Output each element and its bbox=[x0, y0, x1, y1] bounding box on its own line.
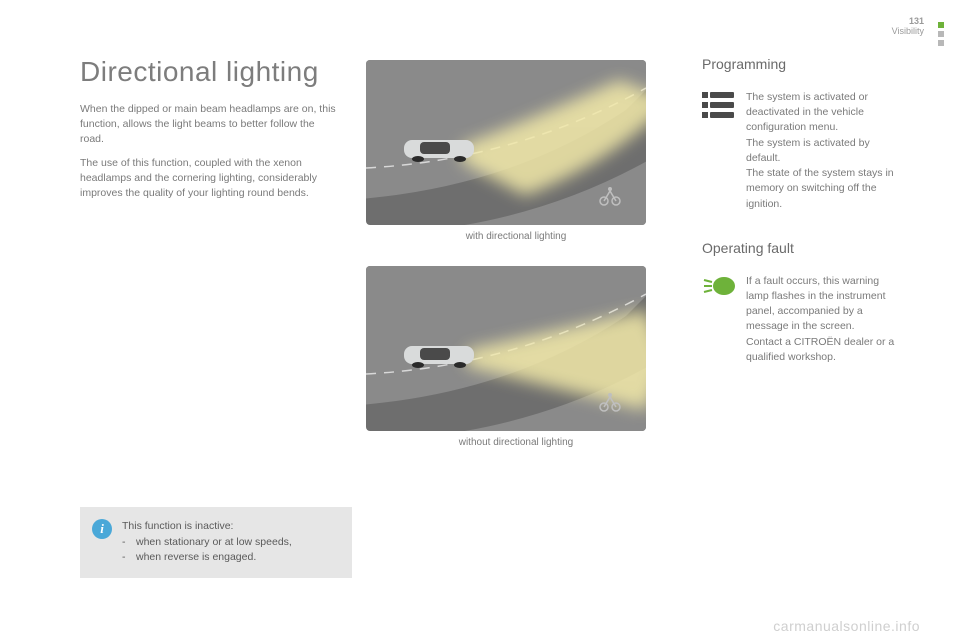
car-icon bbox=[402, 134, 476, 164]
intro-paragraph: The use of this function, coupled with t… bbox=[80, 156, 340, 202]
info-icon: i bbox=[92, 519, 112, 539]
fault-text: If a fault occurs, this warning lamp fla… bbox=[746, 274, 902, 365]
info-item: when reverse is engaged. bbox=[122, 550, 292, 566]
programming-block: The system is activated or deactivated i… bbox=[702, 90, 902, 212]
fault-block: If a fault occurs, this warning lamp fla… bbox=[702, 274, 902, 365]
motorcycle-icon bbox=[598, 389, 622, 413]
left-column: Directional lighting When the dipped or … bbox=[80, 56, 340, 472]
fault-heading: Operating fault bbox=[702, 240, 902, 256]
diagram-caption: with directional lighting bbox=[366, 231, 666, 242]
middle-column: with directional lighting bbox=[366, 56, 666, 472]
info-lead: This function is inactive: bbox=[122, 519, 292, 535]
diagram-without-directional bbox=[366, 266, 646, 431]
programming-heading: Programming bbox=[702, 56, 902, 72]
indicator-square bbox=[938, 40, 944, 46]
intro-paragraph: When the dipped or main beam headlamps a… bbox=[80, 102, 340, 148]
watermark: carmanualsonline.info bbox=[773, 618, 920, 634]
programming-text: The system is activated or deactivated i… bbox=[746, 90, 902, 212]
right-column: Programming The system is activated or d… bbox=[692, 56, 902, 472]
info-item: when stationary or at low speeds, bbox=[122, 535, 292, 551]
indicator-square bbox=[938, 22, 944, 28]
motorcycle-icon bbox=[598, 183, 622, 207]
diagram-with-directional bbox=[366, 60, 646, 225]
headlamp-warning-icon bbox=[702, 274, 736, 298]
section-indicator bbox=[938, 22, 944, 46]
info-box: i This function is inactive: when statio… bbox=[80, 507, 352, 578]
section-label: Visibility bbox=[892, 26, 924, 36]
menu-config-icon bbox=[702, 90, 736, 120]
page-header: 131 Visibility bbox=[892, 16, 924, 36]
indicator-square bbox=[938, 31, 944, 37]
info-content: This function is inactive: when stationa… bbox=[122, 519, 292, 566]
page-title: Directional lighting bbox=[80, 56, 340, 88]
diagram-caption: without directional lighting bbox=[366, 437, 666, 448]
car-icon bbox=[402, 340, 476, 370]
page-number: 131 bbox=[892, 16, 924, 26]
